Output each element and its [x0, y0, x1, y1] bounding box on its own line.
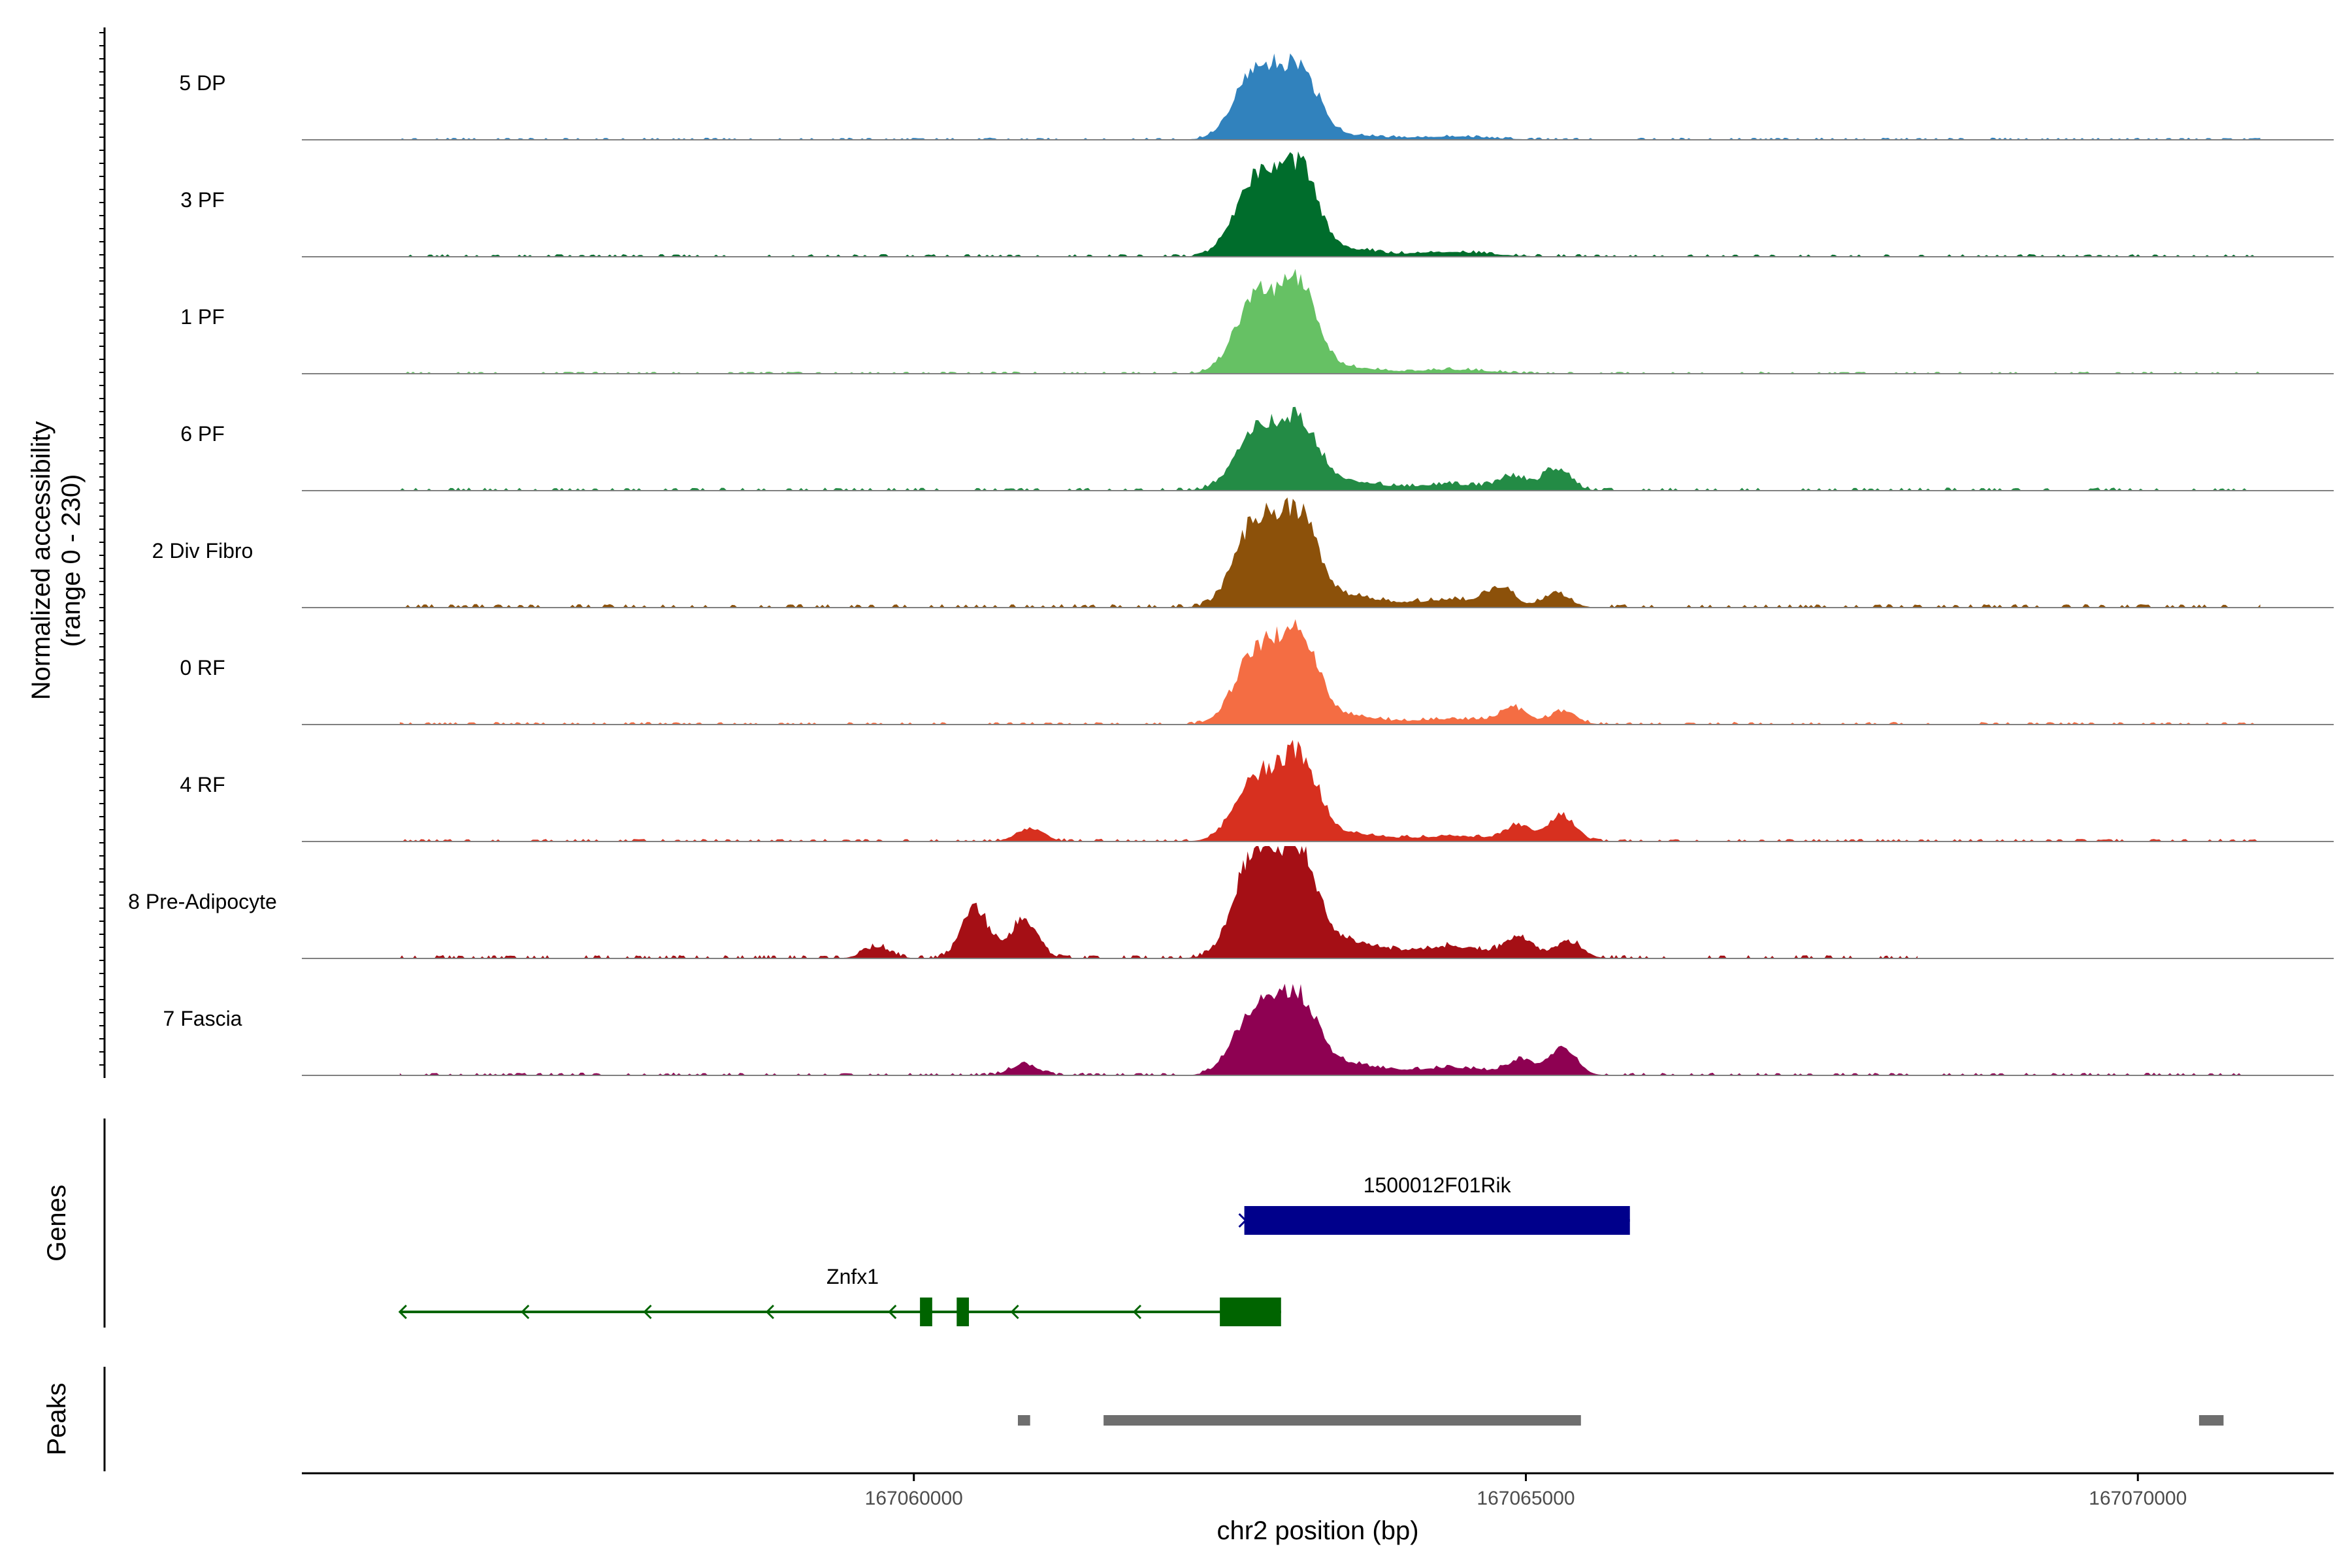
strand-arrow [521, 1304, 530, 1320]
coverage-area [399, 619, 2261, 725]
coverage-area [399, 269, 2261, 374]
gene-name: Znfx1 [826, 1265, 879, 1288]
x-tick-label: 167070000 [2089, 1488, 2187, 1509]
peak-region [2198, 1415, 2224, 1426]
gene-exon [1244, 1206, 1630, 1235]
coverage-area [399, 406, 2261, 491]
strand-arrow [765, 1304, 774, 1320]
coverage-area [399, 151, 2261, 257]
track-label: 5 DP [179, 71, 225, 95]
track-4-rf: 4 RF [180, 740, 2334, 842]
strand-arrow [643, 1304, 652, 1320]
strand-arrow [1010, 1304, 1019, 1320]
coverage-tracks: 5 DP 3 PF 1 PF 6 PF 2 Div Fibro 0 RF 4 RF 8 Pre… [128, 53, 2334, 1076]
track-label: 7 Fascia [163, 1007, 242, 1030]
track-label: 2 Div Fibro [152, 539, 253, 563]
track-1-pf: 1 PF [180, 269, 2334, 374]
track-3-pf: 3 PF [180, 151, 2334, 257]
coverage-area [399, 53, 2261, 140]
gene-1500012f01rik: 1500012F01Rik [1238, 1173, 1630, 1235]
gene-annotations: 1500012F01Rik Znfx1 [398, 1173, 1630, 1326]
track-label: 3 PF [180, 188, 225, 212]
peak-region [1103, 1415, 1581, 1426]
gene-exon [956, 1298, 970, 1326]
genes-panel-label: Genes [42, 1184, 71, 1262]
coverage-area [399, 497, 2261, 608]
coverage-area [399, 740, 2261, 841]
peak-regions [1017, 1415, 2224, 1426]
coverage-area [399, 983, 2261, 1075]
track-8-pre-adipocyte: 8 Pre-Adipocyte [128, 846, 2334, 959]
x-tick-label: 167065000 [1477, 1488, 1575, 1509]
x-tick-label: 167060000 [865, 1488, 963, 1509]
track-2-div-fibro: 2 Div Fibro [152, 497, 2334, 608]
peak-region [1017, 1415, 1030, 1426]
gene-name: 1500012F01Rik [1364, 1173, 1512, 1197]
coverage-y-label-line2: (range 0 - 230) [57, 474, 86, 647]
track-6-pf: 6 PF [180, 406, 2334, 491]
x-axis-label: chr2 position (bp) [1217, 1516, 1418, 1545]
gene-exon [920, 1298, 932, 1326]
track-label: 8 Pre-Adipocyte [128, 890, 277, 913]
strand-arrow [888, 1304, 897, 1320]
track-label: 4 RF [180, 773, 225, 796]
x-axis-ticks: 167060000 167065000 167070000 [865, 1473, 2187, 1509]
track-label: 1 PF [180, 305, 225, 329]
gene-znfx1: Znfx1 [398, 1265, 1281, 1326]
coverage-y-label-line1: Normalized accessibility [27, 421, 56, 700]
strand-arrow [1132, 1304, 1142, 1320]
track-label: 0 RF [180, 656, 225, 679]
track-0-rf: 0 RF [180, 619, 2334, 725]
coverage-area [399, 846, 1918, 958]
strand-arrow [398, 1304, 407, 1320]
peaks-panel-label: Peaks [42, 1382, 71, 1455]
gene-exon [1220, 1298, 1281, 1326]
track-label: 6 PF [180, 422, 225, 446]
track-5-dp: 5 DP [179, 53, 2334, 140]
coverage-y-ticks [99, 32, 105, 1066]
track-7-fascia: 7 Fascia [163, 983, 2334, 1076]
